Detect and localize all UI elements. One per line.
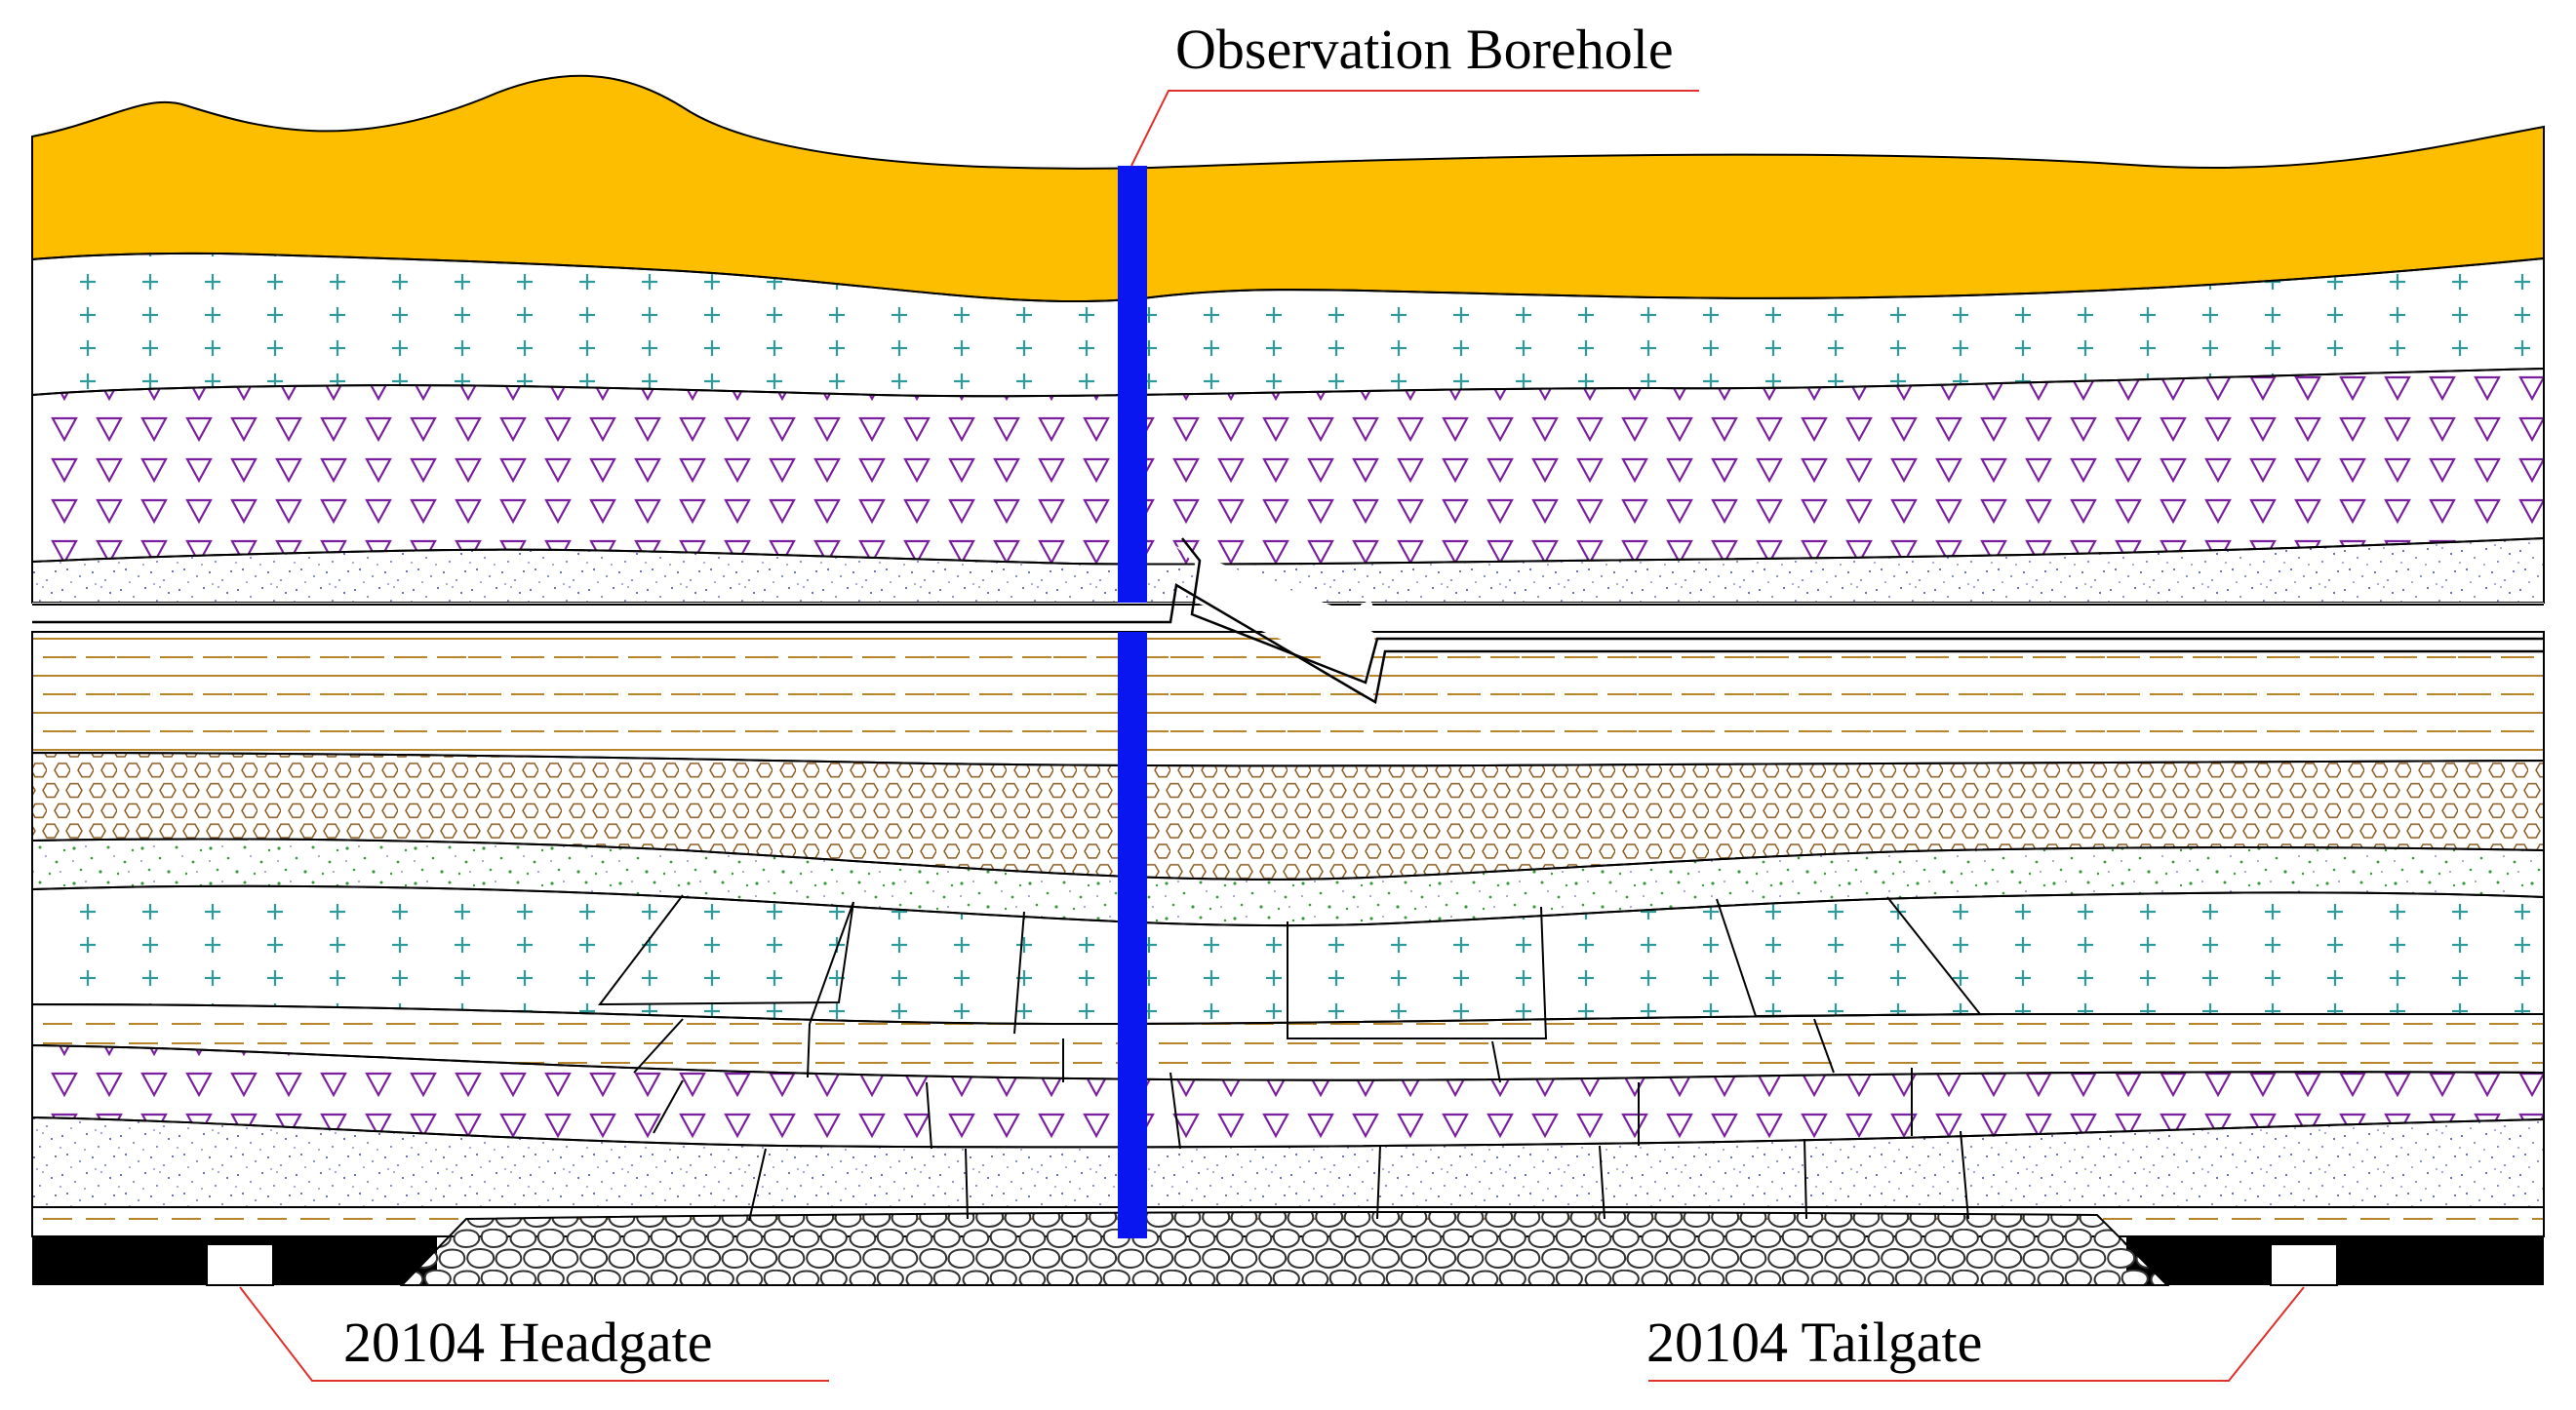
break-zigzag-icon — [1175, 546, 1380, 702]
headgate-leader — [239, 1286, 829, 1382]
lower-speckled-layer — [31, 1116, 2545, 1208]
tailgate-label: 20104 Tailgate — [1646, 1311, 1982, 1374]
caved-gob-zone — [399, 1211, 2170, 1286]
fracture-lines — [597, 894, 1983, 1222]
tailgate-leader — [1648, 1286, 2305, 1382]
borehole-leader — [1130, 90, 1699, 167]
tailgate-roadway — [2270, 1243, 2338, 1286]
speckled-sandstone-layer — [31, 536, 2545, 604]
observation-borehole — [1118, 166, 1147, 603]
headgate-roadway — [206, 1243, 274, 1286]
borehole-label: Observation Borehole — [1175, 18, 1674, 81]
upper-triangle-layer — [31, 367, 2545, 566]
break-line-upper — [1181, 537, 2544, 685]
headgate-label: 20104 Headgate — [343, 1311, 712, 1374]
break-line-lower — [32, 582, 2544, 704]
observation-borehole-lower — [1118, 632, 1147, 1238]
